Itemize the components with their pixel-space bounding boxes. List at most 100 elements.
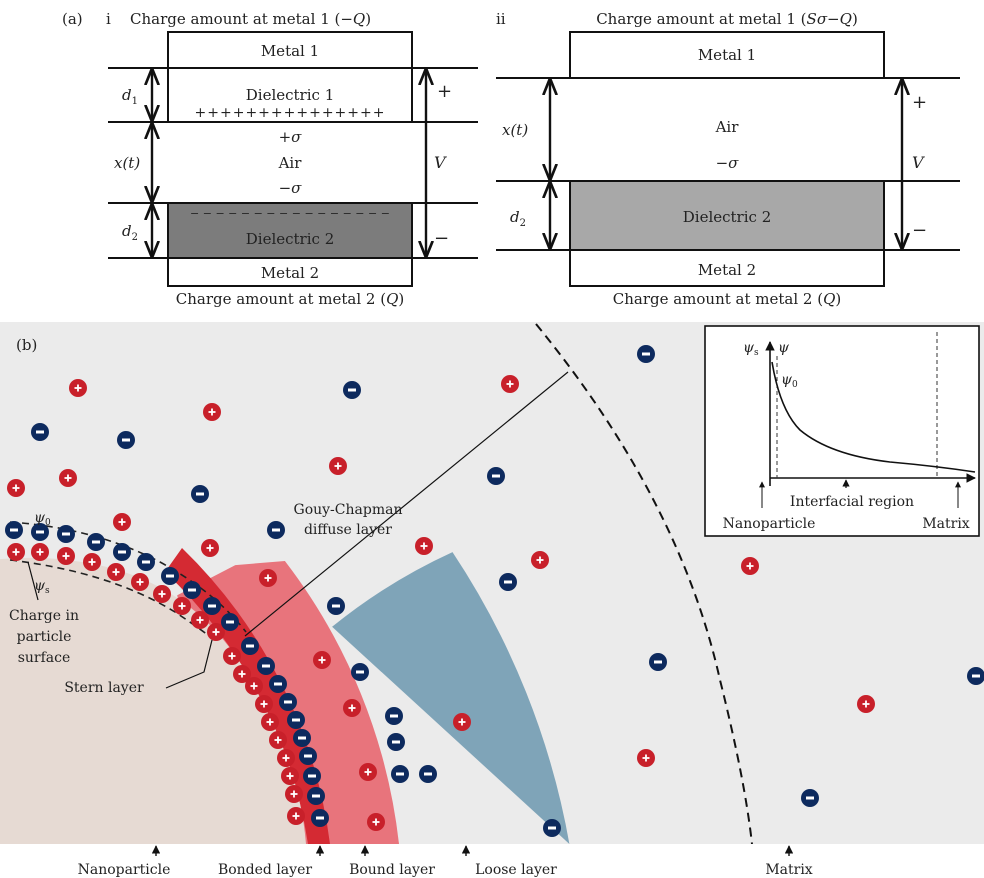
inset-psi0-label: ψ0 (781, 372, 798, 390)
negative-ion (191, 485, 209, 503)
positive-ion (453, 713, 471, 731)
gouy-label-1: Gouy-Chapman (294, 502, 403, 518)
negative-ion (183, 581, 201, 599)
positive-ion (285, 785, 303, 803)
gouy-pointer (244, 371, 569, 637)
positive-ion (281, 767, 299, 785)
negative-ion (203, 597, 221, 615)
negative-ion (311, 809, 329, 827)
negative-ion (307, 787, 325, 805)
ii-plus-sign: + (912, 92, 927, 113)
nanoparticle-label: Nanoparticle (78, 862, 171, 878)
negative-ion (299, 747, 317, 765)
i-dielectric2-label: Dielectric 2 (246, 230, 334, 248)
negative-ion (487, 467, 505, 485)
inset-psi-label: ψ (778, 340, 790, 356)
negative-ion (267, 521, 285, 539)
negative-ion (241, 637, 259, 655)
i-metal1 (167, 31, 413, 69)
i-dielectric2 (167, 202, 413, 259)
positive-ion (277, 749, 295, 767)
i-air-label: Air (278, 154, 303, 172)
negative-ion (269, 675, 287, 693)
i-dielectric1-label: Dielectric 1 (246, 86, 334, 104)
positive-ion (207, 623, 225, 641)
matrix-label: Matrix (765, 862, 812, 878)
charge-label-1: Charge in (9, 608, 79, 624)
negative-ion (257, 657, 275, 675)
positive-ion (531, 551, 549, 569)
negative-ion (279, 693, 297, 711)
panel-b-label: (b) (16, 336, 37, 354)
inset-interfacial-label: Interfacial region (790, 494, 914, 510)
charge-pointer (27, 561, 39, 601)
inset-psis-label: ψs (743, 340, 759, 358)
positive-ion (245, 677, 263, 695)
positive-ion (261, 713, 279, 731)
positive-ion (287, 807, 305, 825)
psi0-dashed-boundary (9, 521, 247, 633)
inset-potential-curve (771, 361, 976, 473)
negative-ion (293, 729, 311, 747)
ii-metal1 (569, 31, 885, 79)
charge-label-3: surface (18, 650, 71, 666)
positive-ion (173, 597, 191, 615)
inset-nanoparticle-label: Nanoparticle (723, 516, 816, 532)
negative-ion (801, 789, 819, 807)
negative-ion (637, 345, 655, 363)
i-minus-sign: − (434, 228, 449, 249)
ii-minus-sign: − (912, 220, 927, 241)
stern-label: Stern layer (64, 680, 144, 696)
negative-ion (5, 521, 23, 539)
i-d2-label: d2 (122, 222, 138, 243)
positive-ion (233, 665, 251, 683)
i-bottom-caption: Charge amount at metal 2 (Q) (176, 290, 405, 308)
negative-ion (419, 765, 437, 783)
positive-ion (329, 457, 347, 475)
positive-ion (7, 479, 25, 497)
potential-inset: ψs ψ ψ0 Interfacial region Nanoparticle … (704, 325, 980, 537)
ii-v-label: V (912, 153, 925, 172)
i-minus-sigma: −σ (279, 179, 303, 197)
positive-ion (637, 749, 655, 767)
positive-ion (153, 585, 171, 603)
ii-air-label: Air (715, 118, 740, 136)
negative-ion (87, 533, 105, 551)
panel-b-bottom-labels: Nanoparticle Bonded layer Bound layer Lo… (78, 845, 813, 878)
inset-matrix-label: Matrix (922, 516, 969, 532)
ii-metal2 (569, 249, 885, 287)
panel-a-i: (a) i Charge amount at metal 1 (−Q) Meta… (62, 10, 478, 308)
negative-ion (113, 543, 131, 561)
negative-ion (327, 597, 345, 615)
ii-dielectric2-label: Dielectric 2 (683, 208, 771, 226)
ii-metal1-label: Metal 1 (698, 46, 756, 64)
positive-ion (359, 763, 377, 781)
negative-ion (31, 423, 49, 441)
negative-ion (391, 765, 409, 783)
ii-bottom-caption: Charge amount at metal 2 (Q) (613, 290, 842, 308)
negative-ion (387, 733, 405, 751)
loose-layer (332, 552, 570, 844)
ii-dielectric2 (569, 180, 885, 251)
i-dielectric1 (167, 67, 413, 123)
positive-ion (367, 813, 385, 831)
positive-ion (313, 651, 331, 669)
negative-ion (543, 819, 561, 837)
ions-layer (5, 345, 984, 837)
negative-ion (137, 553, 155, 571)
i-plus-sigma: +σ (279, 128, 303, 146)
bonded-label: Bonded layer (218, 862, 312, 878)
positive-ion (69, 379, 87, 397)
roman-i: i (106, 10, 111, 28)
i-metal1-label: Metal 1 (261, 42, 319, 60)
negative-ion (31, 523, 49, 541)
i-v-label: V (434, 153, 447, 172)
positive-ion (857, 695, 875, 713)
negative-ion (221, 613, 239, 631)
panel-a-ii: ii Charge amount at metal 1 (Sσ−Q) Metal… (496, 10, 960, 308)
loose-label: Loose layer (475, 862, 557, 878)
negative-ion (385, 707, 403, 725)
negative-ion (287, 711, 305, 729)
